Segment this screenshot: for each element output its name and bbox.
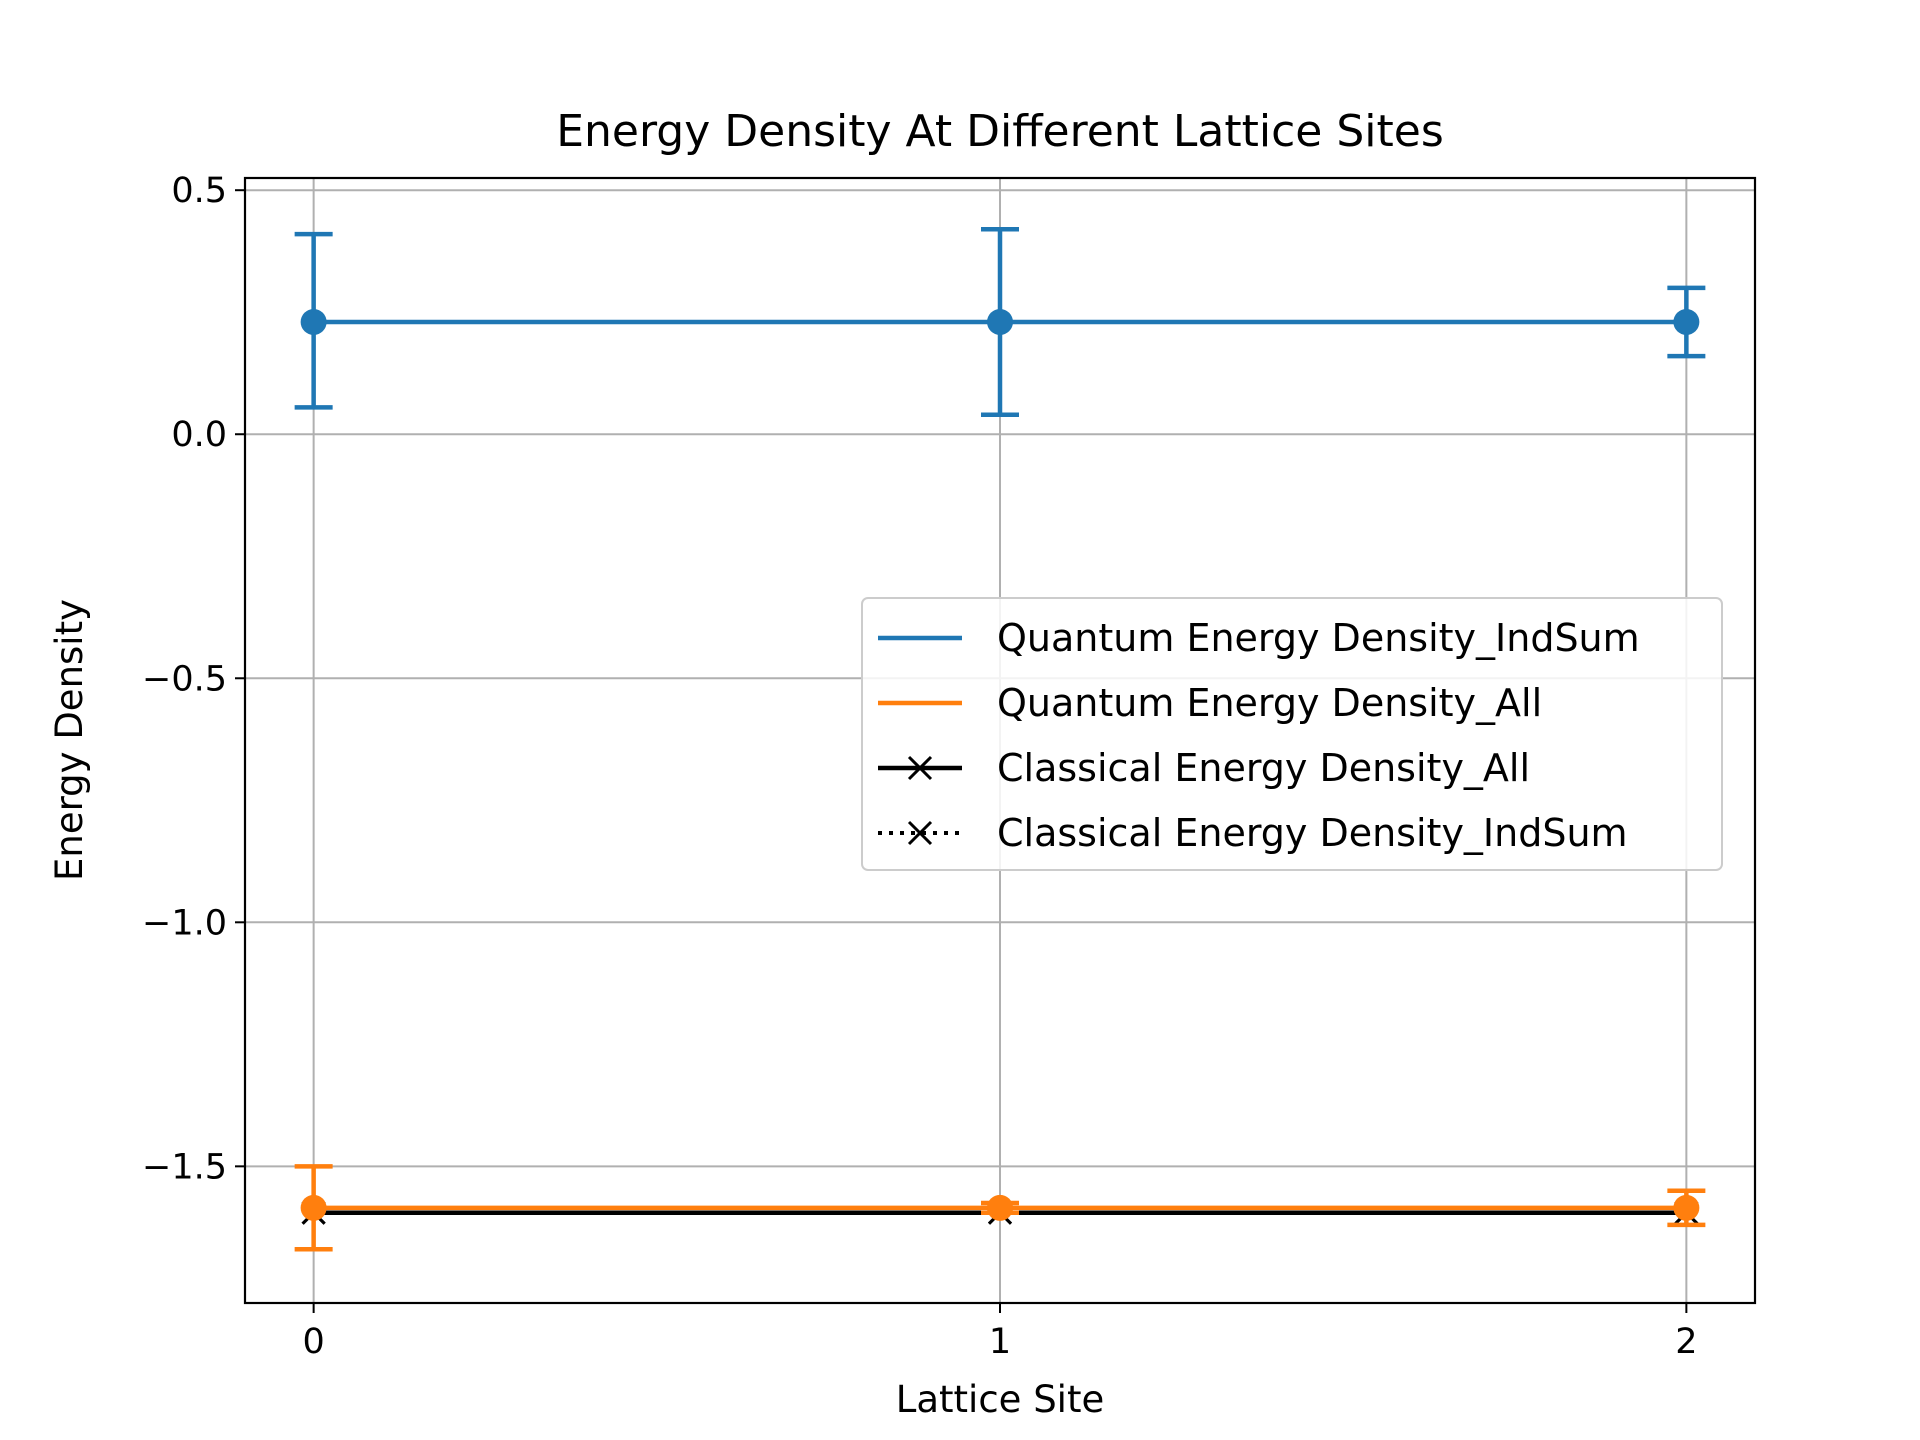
- legend-marker-3: [907, 820, 933, 846]
- x-axis-label: Lattice Site: [896, 1378, 1105, 1421]
- point-0-0: [300, 308, 327, 335]
- point-1-0: [300, 1194, 327, 1221]
- legend-label-0: Quantum Energy Density_IndSum: [997, 616, 1640, 660]
- y-axis-label: Energy Density: [48, 599, 91, 881]
- legend-marker-2: [907, 755, 933, 781]
- y-tick-label-4: −1.5: [142, 1147, 227, 1187]
- legend-box: [861, 597, 1723, 871]
- x-tick-label-2: 2: [1675, 1322, 1697, 1362]
- point-1-1: [987, 1194, 1013, 1221]
- y-tick-label-0: 0.5: [171, 171, 227, 211]
- legend-label-1: Quantum Energy Density_All: [997, 681, 1542, 725]
- x-tick-label-0: 0: [302, 1322, 324, 1362]
- point-1-2: [1673, 1194, 1700, 1221]
- point-0-1: [987, 308, 1013, 335]
- chart-title: Energy Density At Different Lattice Site…: [556, 106, 1444, 157]
- series-layer: [294, 226, 1706, 1252]
- y-tick-label-2: −0.5: [142, 659, 227, 699]
- legend: Quantum Energy Density_IndSum Quantum Ene…: [861, 597, 1723, 871]
- series-1: [294, 1164, 1706, 1252]
- y-tick-label-3: −1.0: [142, 903, 227, 943]
- point-0-2: [1673, 308, 1700, 335]
- legend-label-2: Classical Energy Density_All: [997, 746, 1530, 790]
- x-tick-label-1: 1: [989, 1322, 1011, 1362]
- series-0: [294, 226, 1706, 417]
- axis-ticks: 0 1 2 0.5 0.0 −0.5 −1.0 −1.5: [142, 171, 1698, 1362]
- y-tick-label-1: 0.0: [171, 415, 227, 455]
- legend-label-3: Classical Energy Density_IndSum: [997, 811, 1628, 855]
